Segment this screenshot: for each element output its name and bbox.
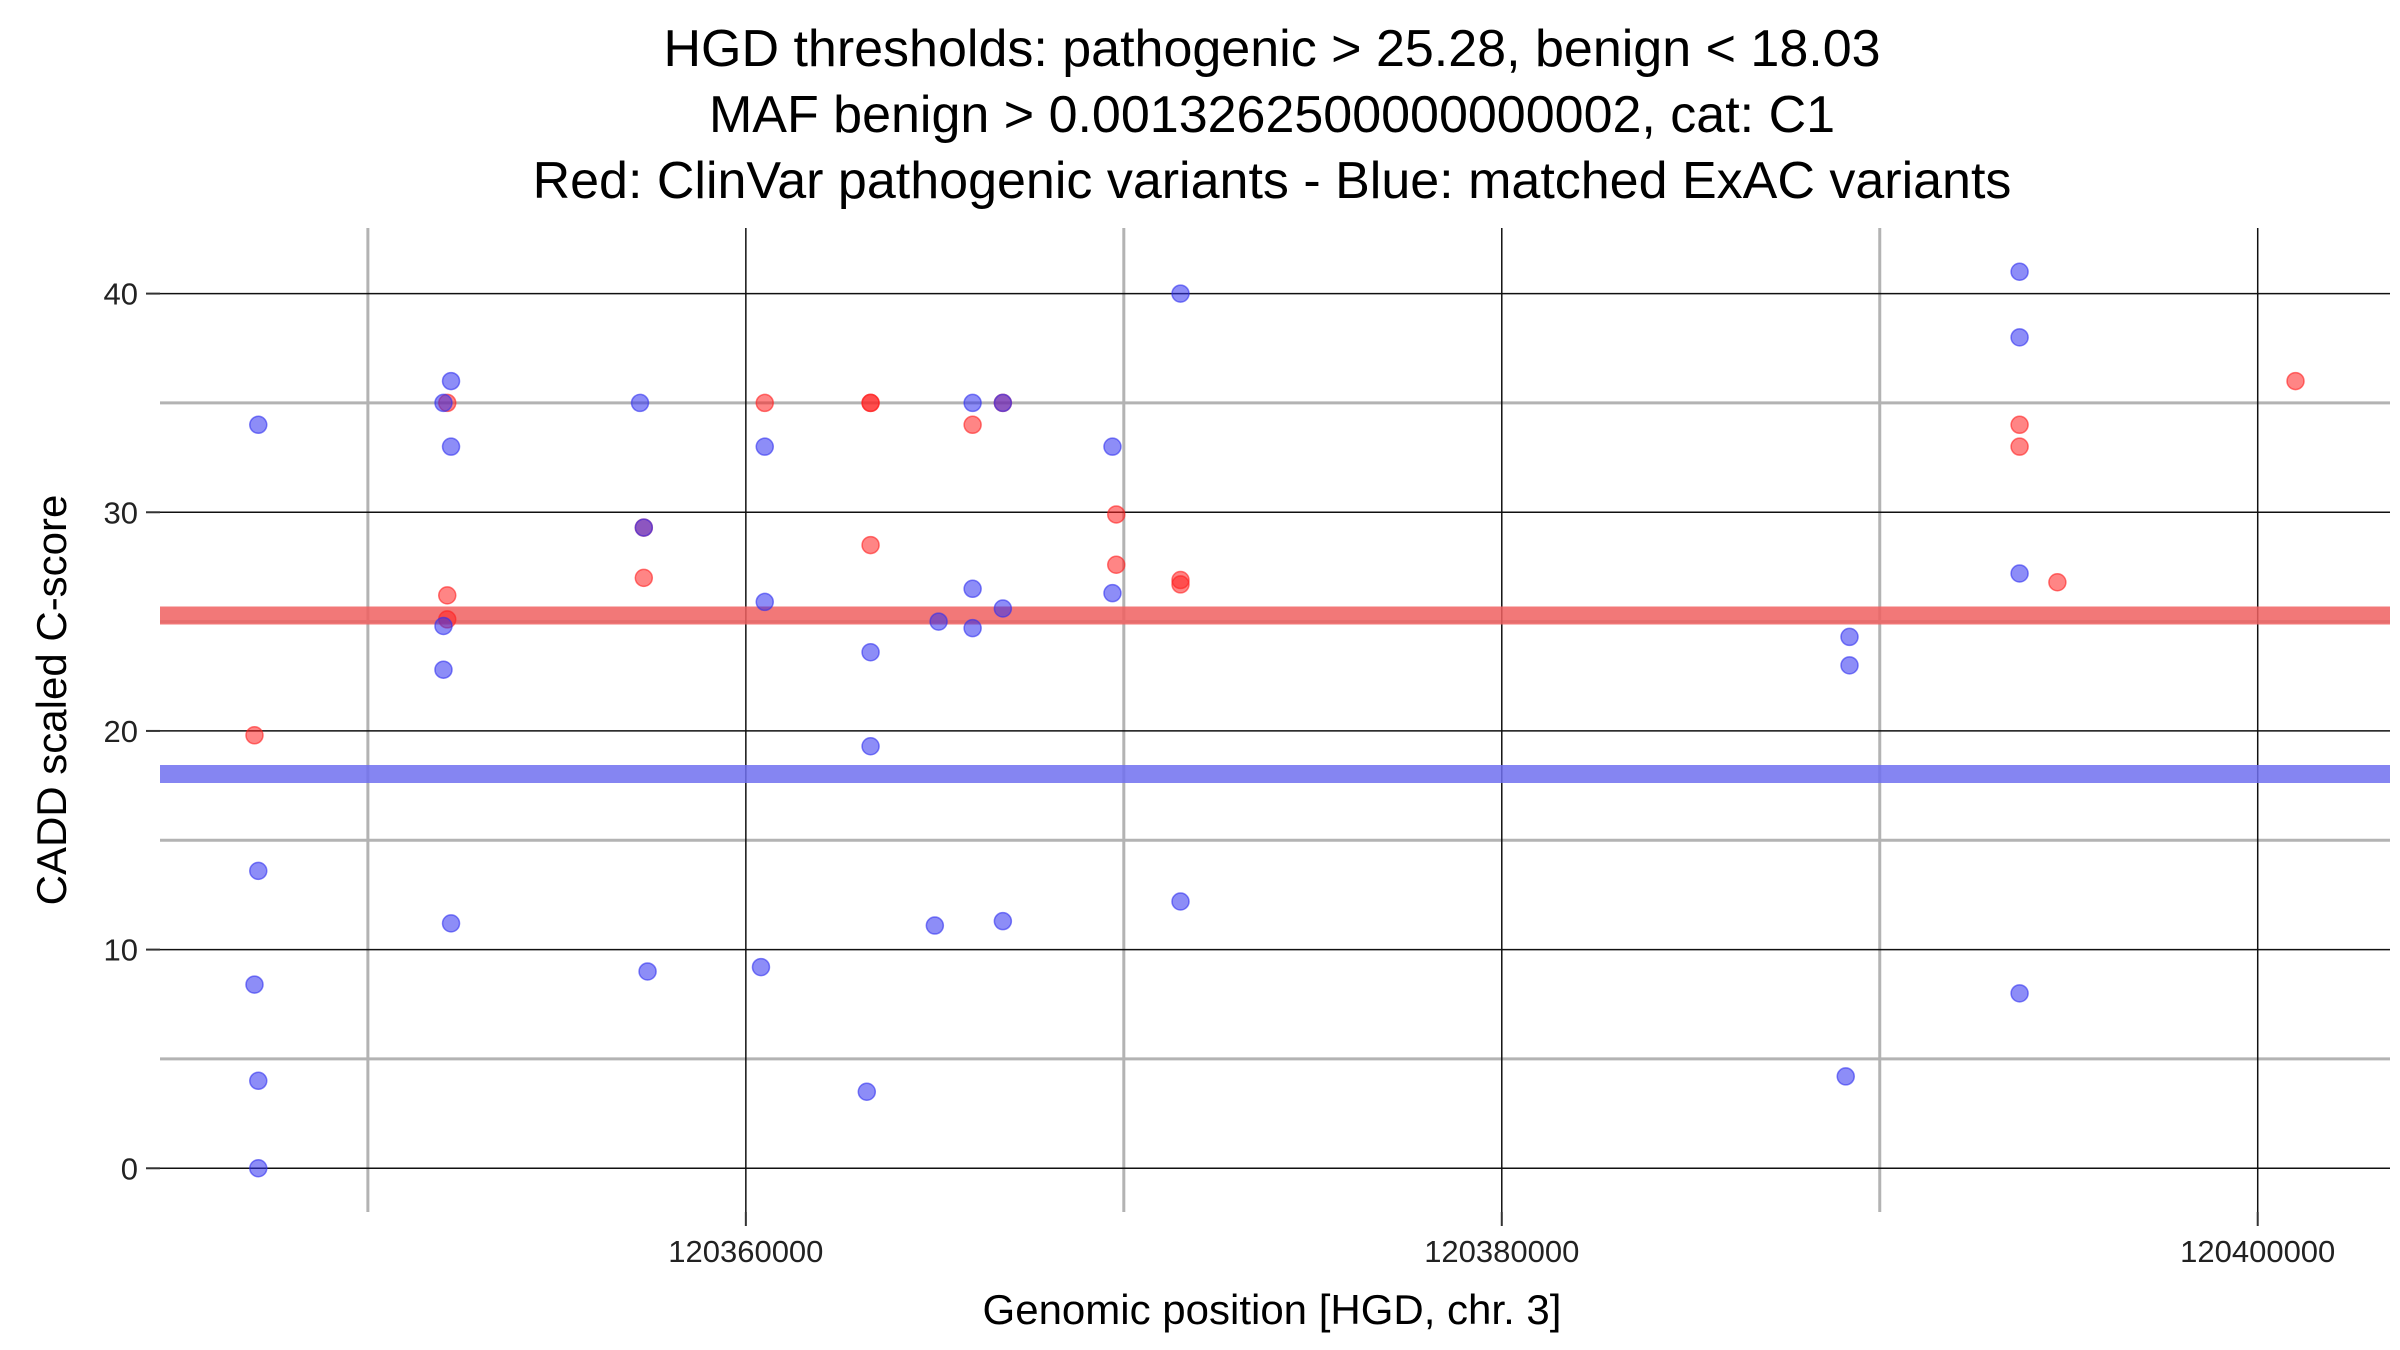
data-point-s1-33 bbox=[1840, 656, 1859, 675]
y-axis-ticks: 0 10 20 30 40 bbox=[104, 277, 160, 1186]
data-point-s0-18 bbox=[2048, 572, 2067, 592]
y-tick-label-4: 40 bbox=[104, 277, 138, 312]
data-point-s1-31 bbox=[1171, 892, 1190, 911]
data-point-s0-9 bbox=[861, 535, 880, 555]
data-point-s1-10 bbox=[441, 914, 461, 933]
data-point-s1-6 bbox=[434, 393, 453, 413]
data-point-s1-23 bbox=[963, 579, 982, 599]
data-point-s1-19 bbox=[857, 1082, 877, 1101]
chart-title-line-3: Red: ClinVar pathogenic variants - Blue:… bbox=[533, 152, 2012, 210]
data-point-s1-36 bbox=[2010, 328, 2029, 347]
data-point-s1-13 bbox=[638, 962, 657, 981]
data-point-s1-32 bbox=[1840, 627, 1859, 647]
data-point-s0-6 bbox=[755, 393, 774, 413]
y-tick-label-3: 30 bbox=[104, 495, 138, 530]
y-tick-label-2: 20 bbox=[104, 714, 138, 749]
x-tick-label-1: 120380000 bbox=[1424, 1234, 1579, 1269]
data-point-s0-12 bbox=[1107, 505, 1126, 524]
chart-title: HGD thresholds: pathogenic > 25.28, beni… bbox=[533, 20, 2012, 210]
data-point-s1-15 bbox=[755, 592, 774, 612]
data-point-s0-19 bbox=[2286, 371, 2305, 391]
x-axis-ticks: 120360000 120380000 120400000 bbox=[668, 1212, 2335, 1269]
data-point-s1-25 bbox=[993, 393, 1013, 413]
data-point-s0-15 bbox=[1171, 575, 1190, 594]
data-point-s0-0 bbox=[245, 726, 264, 745]
data-point-s1-9 bbox=[434, 660, 453, 679]
data-point-s0-5 bbox=[634, 568, 654, 588]
data-point-s1-0 bbox=[249, 415, 268, 435]
data-point-s1-18 bbox=[861, 736, 880, 756]
data-point-s1-38 bbox=[2010, 984, 2029, 1003]
data-point-s0-17 bbox=[2010, 437, 2029, 456]
data-point-s1-34 bbox=[1836, 1067, 1855, 1086]
data-point-s1-3 bbox=[249, 1071, 268, 1091]
data-point-s1-24 bbox=[963, 618, 982, 638]
x-axis-label: Genomic position [HGD, chr. 3] bbox=[983, 1286, 1562, 1333]
data-point-s0-13 bbox=[1107, 555, 1126, 574]
data-point-s0-16 bbox=[2010, 415, 2029, 435]
data-point-s1-1 bbox=[249, 861, 268, 881]
y-tick-label-1: 10 bbox=[104, 933, 138, 968]
chart-title-line-2: MAF benign > 0.0013262500000000002, cat:… bbox=[709, 86, 1835, 144]
data-point-s0-10 bbox=[963, 415, 982, 435]
grid-lines bbox=[160, 228, 2390, 1212]
data-point-s1-17 bbox=[861, 642, 880, 662]
y-tick-label-0: 0 bbox=[121, 1151, 138, 1186]
data-points bbox=[245, 262, 2305, 1178]
data-point-s1-21 bbox=[925, 916, 945, 935]
data-point-s1-12 bbox=[634, 518, 654, 537]
chart-title-line-1: HGD thresholds: pathogenic > 25.28, beni… bbox=[663, 20, 1880, 78]
data-point-s1-37 bbox=[2010, 564, 2029, 583]
data-point-s1-5 bbox=[441, 371, 461, 391]
data-point-s1-30 bbox=[1171, 284, 1190, 303]
data-point-s1-28 bbox=[1103, 437, 1122, 456]
data-point-s1-26 bbox=[993, 599, 1013, 618]
data-point-s1-20 bbox=[929, 612, 948, 631]
y-axis-label: CADD scaled C-score bbox=[28, 495, 75, 906]
data-point-s1-29 bbox=[1103, 583, 1122, 603]
data-point-s1-11 bbox=[630, 393, 650, 413]
data-point-s0-1 bbox=[438, 586, 457, 605]
data-point-s1-2 bbox=[245, 975, 264, 994]
threshold-lines bbox=[160, 606, 2390, 784]
data-point-s1-8 bbox=[434, 616, 453, 636]
data-point-s1-35 bbox=[2010, 262, 2029, 281]
data-point-s1-7 bbox=[441, 437, 461, 456]
x-tick-label-0: 120360000 bbox=[668, 1234, 823, 1269]
x-tick-label-2: 120400000 bbox=[2180, 1234, 2335, 1269]
data-point-s1-27 bbox=[993, 911, 1013, 931]
data-point-s1-22 bbox=[963, 393, 982, 413]
data-point-s1-4 bbox=[249, 1159, 268, 1178]
data-point-s1-16 bbox=[751, 957, 771, 977]
data-point-s1-14 bbox=[755, 437, 774, 456]
data-point-s0-8 bbox=[861, 393, 880, 413]
